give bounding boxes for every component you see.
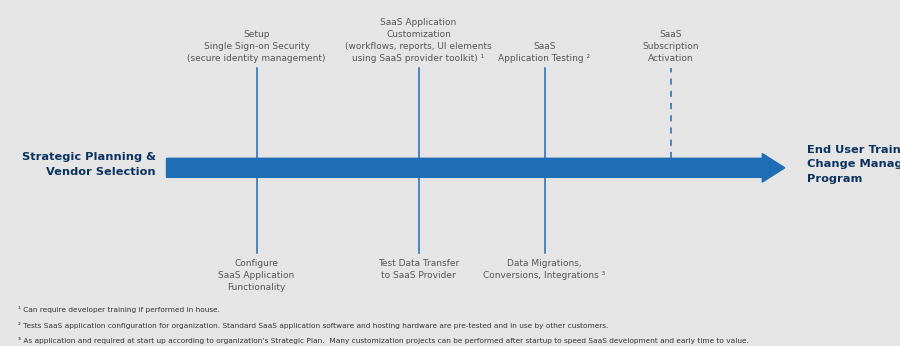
Text: ¹ Can require developer training if performed in house.: ¹ Can require developer training if perf… (18, 306, 220, 313)
Text: SaaS
Subscription
Activation: SaaS Subscription Activation (643, 30, 698, 63)
Text: Strategic Planning &
Vendor Selection: Strategic Planning & Vendor Selection (22, 152, 156, 176)
Text: Data Migrations,
Conversions, Integrations ³: Data Migrations, Conversions, Integratio… (483, 259, 606, 280)
Text: SaaS
Application Testing ²: SaaS Application Testing ² (499, 42, 590, 63)
Text: ² Tests SaaS application configuration for organization. Standard SaaS applicati: ² Tests SaaS application configuration f… (18, 322, 608, 329)
Text: Test Data Transfer
to SaaS Provider: Test Data Transfer to SaaS Provider (378, 259, 459, 280)
Text: Setup
Single Sign-on Security
(secure identity management): Setup Single Sign-on Security (secure id… (187, 30, 326, 63)
Text: SaaS Application
Customization
(workflows, reports, UI elements
using SaaS provi: SaaS Application Customization (workflow… (346, 18, 491, 63)
Text: ³ As application and required at start up according to organization’s Strategic : ³ As application and required at start u… (18, 337, 749, 344)
Text: End User Training &
Change Management
Program: End User Training & Change Management Pr… (807, 145, 900, 184)
Text: Configure
SaaS Application
Functionality: Configure SaaS Application Functionality (219, 259, 294, 292)
FancyArrow shape (166, 154, 785, 182)
